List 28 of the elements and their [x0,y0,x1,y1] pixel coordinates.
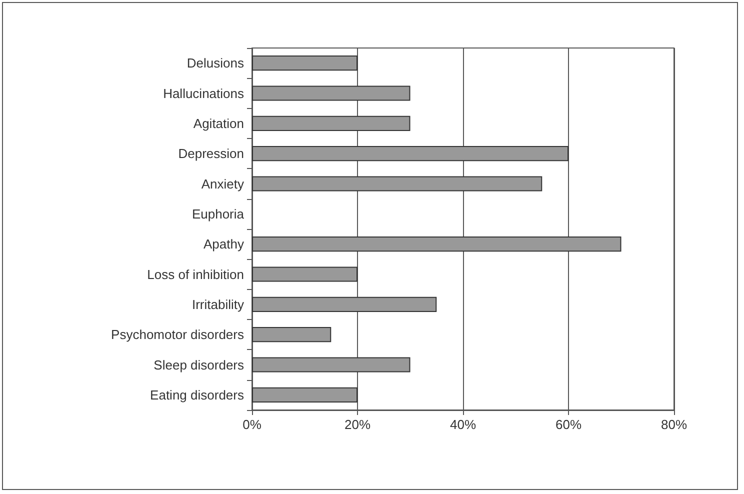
x-tick-label: 60% [555,417,582,432]
bar [252,176,542,192]
bar [252,296,437,312]
x-tick-label: 40% [450,417,476,432]
y-tick-label: Eating disorders [150,387,244,402]
bar [252,266,358,282]
y-tick-label: Depression [178,146,244,162]
bar [252,116,410,131]
y-tick-label: Anxiety [201,176,244,192]
y-tick-label: Loss of inhibition [147,266,244,282]
y-tick-label: Sleep disorders [154,357,244,372]
y-tick-label: Psychomotor disorders [111,327,244,342]
y-tick-label: Irritability [192,296,244,312]
x-tick-label: 20% [344,417,371,432]
x-tick-label: 80% [660,417,688,432]
y-tick-label: Agitation [193,116,244,131]
y-tick-label: Delusions [186,56,244,71]
bar [252,86,410,101]
bar [252,236,622,252]
y-tick-label: Apathy [204,236,244,252]
x-tick-label: 0% [242,417,262,432]
bar [252,146,568,162]
bar [252,56,358,71]
y-tick-label: Hallucinations [163,86,244,101]
bar [252,357,410,372]
bar [252,327,332,342]
y-tick-label: Euphoria [192,206,245,222]
bar [252,387,358,402]
